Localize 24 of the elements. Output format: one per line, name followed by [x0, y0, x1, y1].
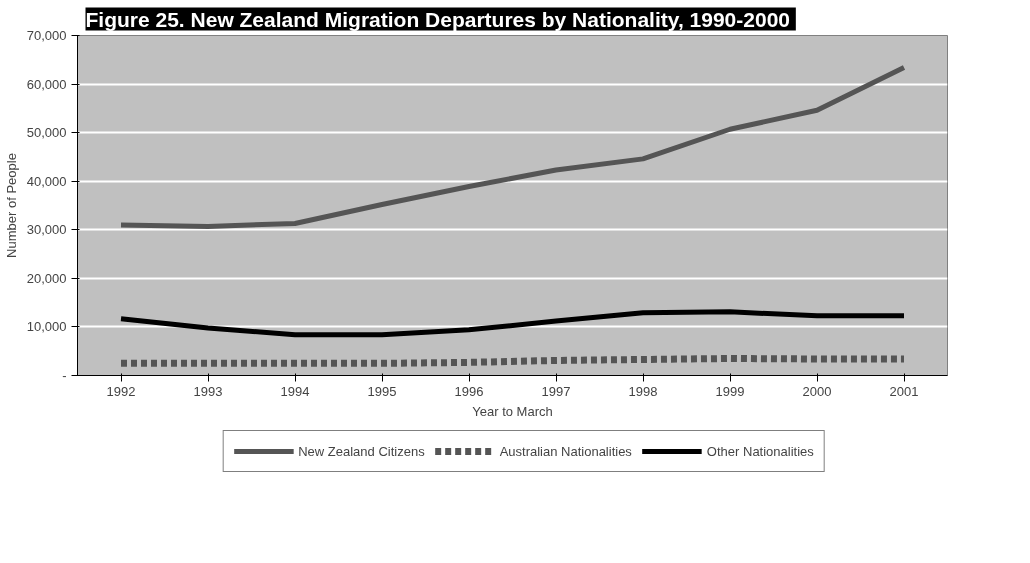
x-tick-label: 2001 [889, 383, 919, 399]
y-tick-label: 70,000 [26, 28, 67, 43]
y-tick-label: 40,000 [26, 173, 67, 189]
x-tick-label: 1993 [193, 383, 223, 399]
y-tick-label: 20,000 [26, 270, 67, 286]
x-tick-label: 1997 [541, 383, 571, 399]
y-tick-label: 10,000 [26, 319, 67, 335]
x-tick-label: 1999 [715, 383, 745, 399]
x-tick-label: 1994 [280, 383, 310, 399]
x-tick-label: 1992 [106, 383, 136, 399]
x-tick-label: 1996 [454, 383, 484, 399]
y-tick-label: 50,000 [26, 125, 67, 141]
y-tick-label: 60,000 [26, 76, 67, 92]
y-axis-title: Number of People [3, 153, 19, 258]
y-tick-label: 30,000 [26, 222, 67, 238]
x-tick-label: 1995 [367, 383, 397, 399]
y-tick-label: - [62, 368, 67, 383]
legend-label: New Zealand Citizens [298, 443, 425, 459]
legend-label: Australian Nationalities [499, 443, 632, 459]
x-tick-label: 1998 [628, 383, 658, 399]
x-tick-label: 2000 [802, 383, 832, 399]
x-axis-title: Year to March [472, 403, 553, 419]
legend-label: Other Nationalities [706, 443, 814, 459]
chart-title: Figure 25. New Zealand Migration Departures by Nationality, 1990-2000 [85, 7, 790, 31]
